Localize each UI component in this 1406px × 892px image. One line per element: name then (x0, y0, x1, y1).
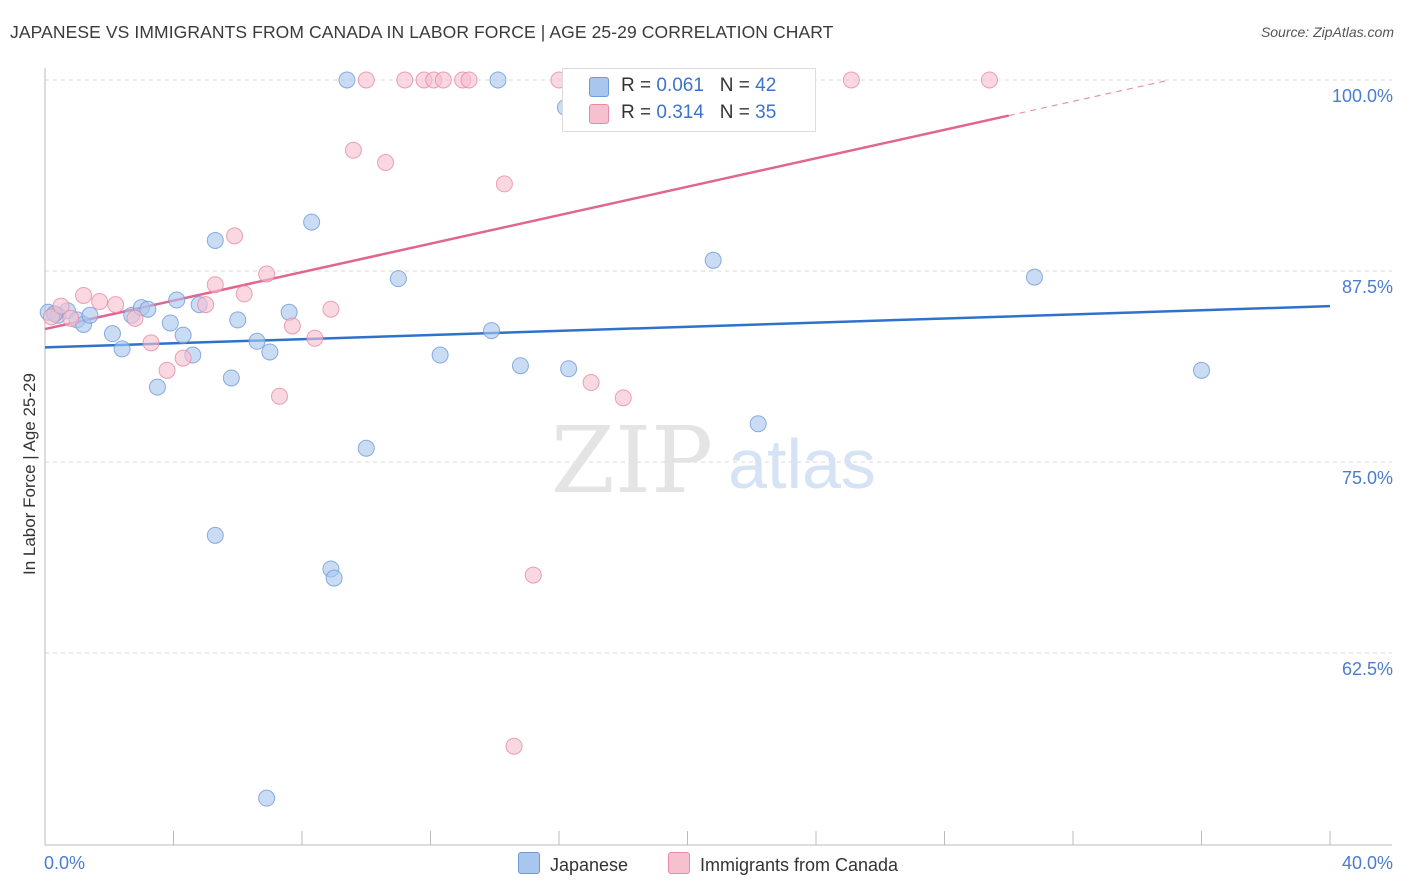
trend-extension-canada (1008, 79, 1170, 117)
point-japanese-10 (139, 300, 157, 318)
point-japanese-23 (303, 213, 321, 231)
point-canada-18 (322, 300, 340, 318)
point-canada-27 (460, 71, 478, 89)
point-japanese-19 (229, 311, 247, 329)
point-japanese-18 (222, 369, 240, 387)
gridlines (45, 79, 1392, 654)
point-canada-28 (495, 175, 513, 193)
point-canada-8 (158, 361, 176, 379)
point-canada-20 (357, 71, 375, 89)
point-canada-2 (62, 309, 80, 327)
legend-text-canada: R = 0.314 N = 35 (621, 102, 777, 123)
point-canada-5 (107, 296, 125, 314)
point-japanese-30 (511, 357, 529, 375)
point-japanese-13 (168, 291, 186, 309)
x-tick-label-1: 40.0% (1342, 853, 1393, 873)
point-canada-11 (206, 276, 224, 294)
bottom-legend-canada: Immigrants from Canada (668, 852, 898, 876)
point-canada-35 (524, 566, 542, 584)
point-japanese-7 (113, 340, 131, 358)
point-japanese-14 (174, 326, 192, 344)
point-japanese-24 (338, 71, 356, 89)
axes (44, 68, 1392, 846)
point-canada-33 (842, 71, 860, 89)
point-canada-25 (434, 71, 452, 89)
chart-source: Source: ZipAtlas.com (1260, 24, 1394, 40)
correlation-legend: R = 0.061 N = 42 R = 0.314 N = 35 (562, 68, 816, 132)
point-canada-0 (42, 308, 60, 326)
bottom-legend-label-canada: Immigrants from Canada (700, 855, 899, 875)
point-canada-19 (344, 141, 362, 159)
y-tick-label-0: 62.5% (1342, 659, 1393, 679)
point-canada-7 (142, 334, 160, 352)
point-canada-31 (614, 389, 632, 407)
point-japanese-17 (206, 231, 224, 249)
point-japanese-20 (248, 332, 266, 350)
point-japanese-40 (258, 789, 276, 807)
point-japanese-25 (357, 439, 375, 457)
watermark-zip: ZIP (551, 407, 713, 514)
legend-text-japanese: R = 0.061 N = 42 (621, 75, 777, 96)
point-canada-12 (226, 227, 244, 245)
point-japanese-26 (389, 270, 407, 288)
point-canada-14 (258, 265, 276, 283)
point-japanese-36 (1193, 361, 1210, 379)
y-tick-label-2: 87.5% (1342, 277, 1393, 297)
point-canada-13 (235, 285, 253, 303)
point-japanese-21 (261, 343, 279, 361)
tick-labels: 62.5% 75.0% 87.5% 100.0% 0.0% 40.0% (44, 86, 1393, 873)
point-japanese-12 (161, 314, 179, 332)
point-canada-6 (126, 309, 144, 327)
point-japanese-28 (483, 322, 501, 340)
legend-swatch-canada (589, 104, 609, 124)
legend-swatch-japanese (589, 77, 609, 97)
point-canada-10 (197, 296, 215, 314)
r-value-canada: 0.314 (656, 102, 704, 123)
r-value-japanese: 0.061 (656, 75, 704, 96)
watermark-atlas: atlas (728, 425, 876, 503)
point-canada-3 (75, 286, 93, 304)
bottom-legend-swatch-japanese (518, 852, 540, 874)
point-canada-4 (91, 293, 109, 311)
point-canada-15 (271, 387, 289, 405)
y-tick-label-1: 75.0% (1342, 468, 1393, 488)
point-japanese-27 (431, 346, 449, 364)
point-japanese-6 (103, 325, 121, 343)
point-canada-1 (52, 297, 70, 315)
y-tick-label-3: 100.0% (1332, 86, 1393, 106)
point-japanese-37 (206, 526, 224, 544)
point-canada-9 (174, 349, 192, 367)
n-value-canada: 35 (755, 102, 777, 123)
point-japanese-29 (489, 71, 507, 89)
point-canada-21 (377, 154, 395, 172)
point-canada-17 (306, 329, 324, 347)
x-tick-label-0: 0.0% (44, 853, 85, 873)
point-japanese-5 (81, 306, 99, 324)
point-japanese-32 (560, 360, 578, 378)
point-canada-22 (396, 71, 414, 89)
trend-line-canada (44, 114, 1010, 331)
point-japanese-11 (148, 378, 166, 396)
point-canada-34 (980, 71, 998, 89)
bottom-legend-label-japanese: Japanese (550, 855, 629, 875)
point-japanese-35 (1025, 268, 1043, 286)
bottom-legend-japanese: Japanese (518, 852, 628, 876)
point-canada-16 (283, 317, 301, 335)
bottom-legend-swatch-canada (668, 852, 690, 874)
n-value-japanese: 42 (755, 75, 777, 96)
point-japanese-39 (325, 569, 343, 587)
point-canada-30 (582, 374, 600, 392)
point-japanese-33 (704, 251, 722, 269)
point-japanese-34 (749, 415, 767, 433)
point-canada-36 (505, 737, 523, 755)
chart-title: JAPANESE VS IMMIGRANTS FROM CANADA IN LA… (10, 22, 834, 42)
